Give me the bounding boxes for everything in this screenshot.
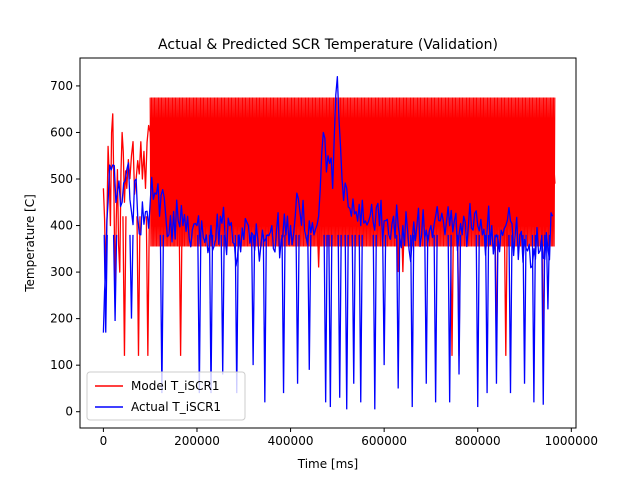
series-dip	[372, 234, 377, 410]
series-dip	[522, 234, 527, 384]
x-tick-label: 200000	[174, 434, 220, 448]
y-axis: 0 100 200 300 400 500 600 700	[50, 79, 80, 419]
series-dip	[531, 234, 537, 403]
series-dip	[328, 234, 333, 408]
series-dip	[396, 234, 401, 389]
y-tick-label: 700	[50, 79, 73, 93]
x-axis: 0 200000 400000 600000 800000 1000000	[100, 428, 598, 448]
y-tick-label: 0	[65, 405, 73, 419]
chart-title: Actual & Predicted SCR Temperature (Vali…	[158, 37, 498, 53]
series-dip	[475, 234, 480, 408]
series-dip	[484, 234, 490, 394]
series-dip	[447, 234, 452, 403]
y-tick-label: 600	[50, 125, 73, 139]
series-dip	[410, 234, 415, 408]
series-dip	[281, 234, 286, 394]
series-dip	[112, 234, 118, 321]
series-dip	[136, 216, 141, 356]
series-dip	[129, 234, 134, 319]
y-axis-label: Temperature [C]	[23, 194, 37, 293]
x-tick-label: 1000000	[545, 434, 598, 448]
series-dip	[541, 234, 546, 405]
legend-label-model: Model T_iSCR1	[131, 379, 219, 393]
x-tick-label: 800000	[455, 434, 501, 448]
series-dip	[262, 234, 267, 403]
series-dip	[508, 234, 513, 394]
x-tick-label: 0	[100, 434, 108, 448]
series-dip	[316, 216, 321, 268]
x-tick-label: 400000	[268, 434, 314, 448]
series-dip	[545, 234, 551, 310]
y-tick-label: 100	[50, 358, 73, 372]
series-dip	[382, 234, 387, 366]
y-tick-label: 300	[50, 265, 73, 279]
series-dip	[344, 234, 349, 410]
series-dip	[337, 234, 342, 398]
series-dip	[323, 234, 328, 403]
series-dip	[433, 234, 438, 403]
y-tick-label: 200	[50, 312, 73, 326]
legend: Model T_iSCR1 Actual T_iSCR1	[86, 371, 246, 421]
series-dip	[503, 216, 508, 356]
series-dip	[295, 234, 300, 384]
series-dip	[145, 216, 150, 356]
legend-label-actual: Actual T_iSCR1	[131, 400, 221, 414]
series-dip	[494, 234, 499, 384]
y-tick-label: 500	[50, 172, 73, 186]
legend-box	[86, 371, 246, 421]
series-dip	[250, 234, 256, 366]
series-line	[102, 75, 554, 333]
series-dip	[307, 234, 312, 370]
series-dip	[103, 234, 108, 333]
series-dip	[358, 234, 363, 403]
series-dip	[424, 234, 429, 384]
plot-frame	[79, 57, 577, 429]
series-dip	[122, 216, 127, 356]
series-dip	[351, 234, 356, 384]
x-axis-label: Time [ms]	[297, 457, 359, 471]
series-dip	[178, 216, 183, 356]
x-tick-label: 600000	[361, 434, 407, 448]
series-dip	[456, 234, 462, 375]
y-tick-label: 400	[50, 219, 73, 233]
